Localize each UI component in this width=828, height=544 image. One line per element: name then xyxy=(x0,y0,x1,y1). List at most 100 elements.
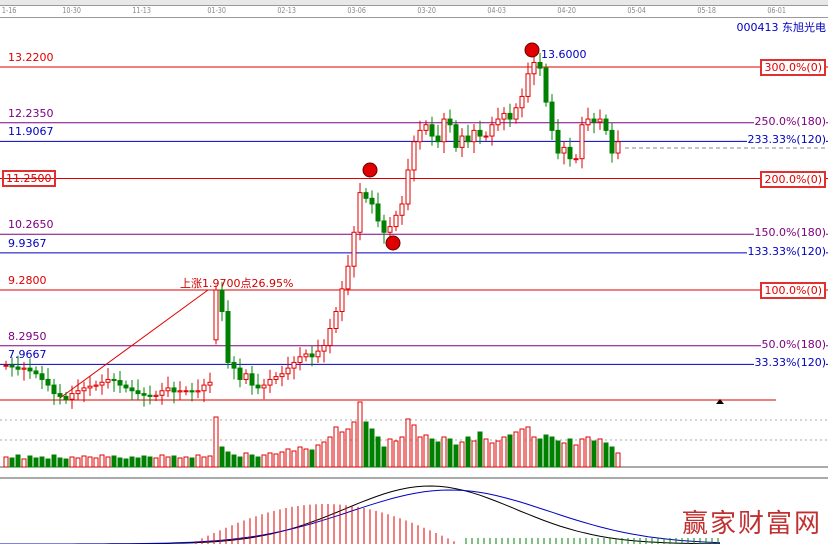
volume-bar xyxy=(393,440,399,468)
volume-bar xyxy=(93,457,99,468)
candle-body xyxy=(249,373,255,386)
candle-body xyxy=(39,373,45,380)
candle-body xyxy=(261,384,267,389)
candle-body xyxy=(597,118,603,123)
candle-body xyxy=(273,376,279,380)
date-tick: 03-20 xyxy=(417,6,436,15)
volume-bar xyxy=(273,453,279,468)
candle-body xyxy=(393,214,399,228)
level-percent: 100.0%(0) xyxy=(760,282,826,299)
volume-bar xyxy=(159,454,165,468)
volume-bar xyxy=(585,436,591,468)
candle-body xyxy=(63,395,69,400)
volume-bar xyxy=(213,416,219,468)
volume-bar xyxy=(69,456,75,468)
volume-bar xyxy=(369,428,375,468)
volume-bar xyxy=(111,455,117,468)
candle-body xyxy=(555,129,561,154)
candle-body xyxy=(207,381,213,386)
date-tick: 03-06 xyxy=(347,6,366,15)
candle-body xyxy=(375,203,381,222)
candle-body xyxy=(255,384,261,389)
volume-bar xyxy=(207,455,213,468)
candle-body xyxy=(333,311,339,329)
level-percent: 50.0%(180) xyxy=(761,337,826,351)
candle-body xyxy=(315,350,321,358)
candle-body xyxy=(99,381,105,386)
volume-bar xyxy=(15,454,21,468)
volume-bar xyxy=(435,441,441,468)
volume-bar xyxy=(153,457,159,468)
candle-body xyxy=(435,135,441,143)
level-price: 10.2650 xyxy=(8,218,54,232)
volume-bar xyxy=(465,436,471,468)
volume-bar xyxy=(327,436,333,468)
candle-body xyxy=(381,220,387,233)
volume-bar xyxy=(447,438,453,468)
volume-bar xyxy=(285,448,291,468)
volume-bar xyxy=(9,457,15,468)
volume-bar xyxy=(195,454,201,468)
candle-body xyxy=(225,311,231,363)
candle-body xyxy=(585,118,591,126)
volume-bar xyxy=(225,451,231,468)
volume-bar xyxy=(243,452,249,468)
date-tick: 04-20 xyxy=(557,6,576,15)
level-price: 13.2200 xyxy=(8,51,54,64)
volume-bar xyxy=(531,436,537,468)
macd-dif-line xyxy=(0,485,720,544)
volume-bar xyxy=(423,434,429,468)
candle-body xyxy=(285,367,291,375)
volume-bar xyxy=(375,436,381,468)
candle-body xyxy=(525,73,531,97)
volume-bar xyxy=(459,441,465,468)
candle-body xyxy=(363,192,369,199)
candle-body xyxy=(471,129,477,143)
volume-bar xyxy=(99,454,105,468)
stock-code: 000413 东旭光电 xyxy=(736,21,827,34)
candle-body xyxy=(267,378,273,386)
candle-body xyxy=(159,390,165,396)
level-percent: 150.0%(180) xyxy=(754,226,826,240)
candle-body xyxy=(57,393,63,397)
volume-bar xyxy=(135,457,141,468)
candle-body xyxy=(339,288,345,313)
candle-body xyxy=(189,390,195,393)
candle-body xyxy=(609,129,615,154)
signal-marker xyxy=(385,235,401,251)
volume-bar xyxy=(519,428,525,468)
volume-bar xyxy=(303,448,309,468)
candle-body xyxy=(399,203,405,216)
volume-bar xyxy=(201,456,207,468)
candle-body xyxy=(105,378,111,383)
volume-bar xyxy=(561,442,567,468)
candle-body xyxy=(9,364,15,368)
candle-body xyxy=(453,124,459,148)
candle-body xyxy=(117,380,123,386)
volume-bar xyxy=(75,457,81,468)
date-tick: 05-04 xyxy=(627,6,646,15)
volume-bar xyxy=(33,457,39,468)
candle-body xyxy=(165,387,171,392)
candle-body xyxy=(51,384,57,395)
volume-bar xyxy=(267,452,273,468)
candle-body xyxy=(459,135,465,148)
toolbar xyxy=(0,0,828,6)
volume-bar xyxy=(237,456,243,468)
candle-body xyxy=(177,390,183,393)
candle-body xyxy=(141,393,147,396)
level-price: 9.2800 xyxy=(8,274,47,287)
candle-body xyxy=(183,390,189,393)
volume-bar xyxy=(513,431,519,468)
candle-body xyxy=(573,158,579,161)
candle-body xyxy=(93,384,99,387)
volume-bar xyxy=(405,418,411,468)
volume-bar xyxy=(165,456,171,468)
volume-bar xyxy=(81,455,87,468)
candle-body xyxy=(321,344,327,352)
candle-body xyxy=(171,387,177,393)
candle-body xyxy=(219,289,225,313)
volume-bar xyxy=(567,438,573,468)
